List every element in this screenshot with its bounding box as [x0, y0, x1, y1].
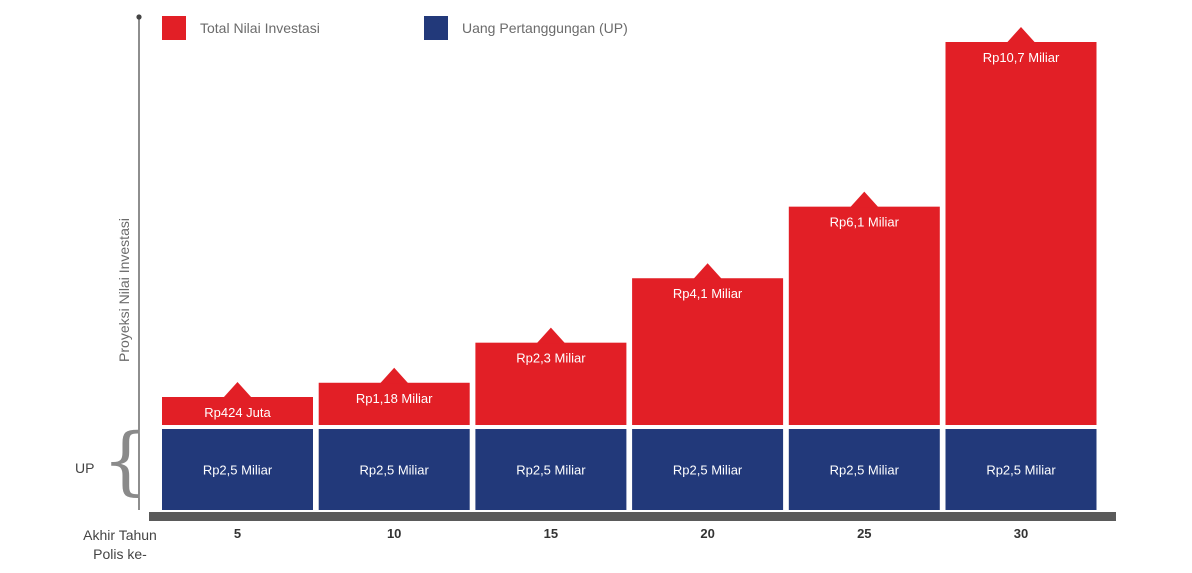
y-axis-label: Proyeksi Nilai Investasi [116, 218, 132, 362]
bar-peak-30 [1007, 27, 1035, 43]
bar-up-20 [632, 429, 784, 510]
y-axis-dot [136, 14, 142, 20]
x-tick-25: 25 [857, 526, 871, 541]
curly-brace-icon: { [102, 418, 150, 504]
bar-investment-30 [945, 42, 1097, 425]
legend-swatch-blue [424, 16, 448, 40]
bar-investment-5 [162, 397, 313, 425]
bar-up-25 [788, 429, 940, 510]
label-investment-10: Rp1,18 Miliar [356, 391, 433, 406]
label-up-10: Rp2,5 Miliar [360, 463, 430, 478]
x-tick-5: 5 [234, 526, 241, 541]
label-up-20: Rp2,5 Miliar [673, 463, 743, 478]
label-up-25: Rp2,5 Miliar [830, 463, 900, 478]
label-investment-20: Rp4,1 Miliar [673, 286, 743, 301]
x-tick-30: 30 [1014, 526, 1028, 541]
label-investment-5: Rp424 Juta [204, 405, 271, 420]
legend-item-total-investment: Total Nilai Investasi [162, 16, 320, 40]
x-tick-20: 20 [700, 526, 714, 541]
bar-peak-25 [850, 191, 879, 208]
label-up-5: Rp2,5 Miliar [203, 463, 273, 478]
bar-peak-5 [223, 382, 252, 398]
bar-investment-10 [318, 382, 470, 425]
bar-peak-20 [693, 263, 722, 279]
bar-up-30 [945, 429, 1097, 510]
bar-up-10 [318, 429, 470, 510]
label-investment-30: Rp10,7 Miliar [983, 50, 1060, 65]
up-bracket-label: UP [75, 460, 95, 476]
bar-investment-20 [632, 278, 784, 425]
legend-label-sum-assured: Uang Pertanggungan (UP) [462, 20, 628, 36]
bar-up-5 [162, 429, 313, 510]
legend-item-sum-assured: Uang Pertanggungan (UP) [424, 16, 628, 40]
bar-investment-15 [475, 342, 627, 425]
x-tick-10: 10 [387, 526, 401, 541]
x-axis-bar [149, 512, 1116, 521]
bar-up-15 [475, 429, 627, 510]
bar-peak-10 [380, 367, 409, 384]
legend-swatch-red [162, 16, 186, 40]
label-up-15: Rp2,5 Miliar [516, 463, 586, 478]
legend-label-total-investment: Total Nilai Investasi [200, 20, 320, 36]
x-axis-title: Akhir Tahun Polis ke- [83, 527, 157, 562]
label-investment-15: Rp2,3 Miliar [516, 351, 586, 366]
x-tick-15: 15 [544, 526, 558, 541]
label-up-30: Rp2,5 Miliar [986, 463, 1056, 478]
bar-peak-15 [536, 327, 565, 344]
bar-investment-25 [788, 206, 940, 425]
label-investment-25: Rp6,1 Miliar [830, 215, 900, 230]
